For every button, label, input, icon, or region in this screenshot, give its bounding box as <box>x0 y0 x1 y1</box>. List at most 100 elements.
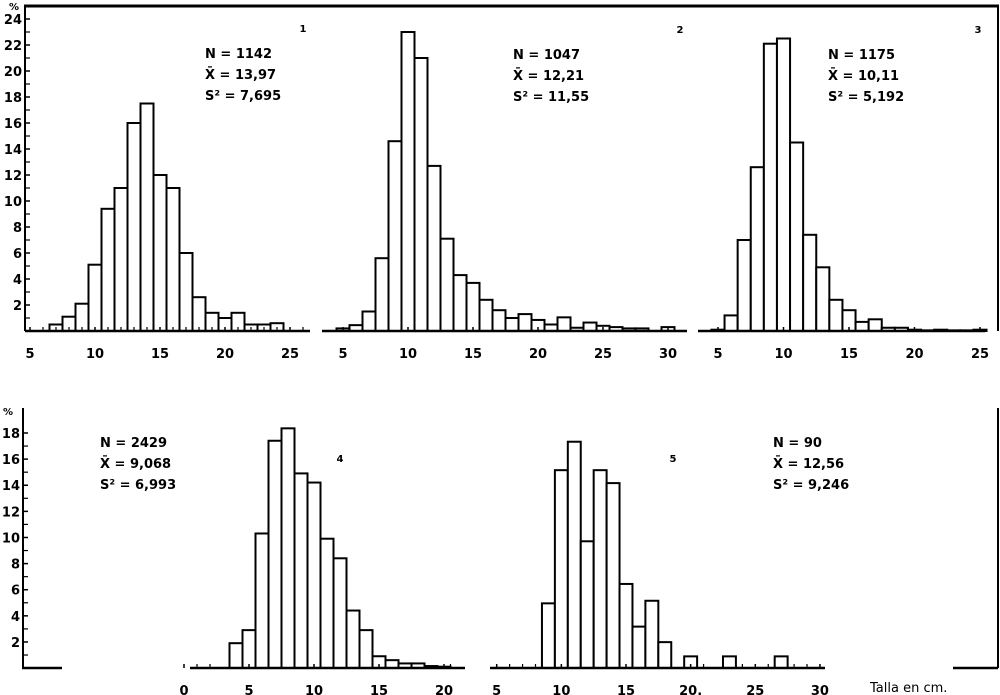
bar <box>736 239 752 332</box>
x-tick-label: 15 <box>617 684 635 695</box>
panel-number: 4 <box>337 454 344 465</box>
bar <box>556 316 572 333</box>
stat-mean: X̄ = 13,97 <box>205 67 276 83</box>
panel-number: 5 <box>670 454 677 465</box>
bar <box>400 31 416 332</box>
bar <box>828 298 844 332</box>
x-tick-label: 20 <box>435 684 453 695</box>
y-axis-unit-label: % <box>3 407 13 418</box>
bar <box>504 317 520 332</box>
bar <box>361 310 377 332</box>
bar <box>191 296 207 333</box>
y-tick-label: 18 <box>2 427 20 442</box>
panel-4: 0 5 10 15 20 18 16 14 12 10 8 6 4 2% N = 2429 X̄ = 9,06… <box>2 407 465 695</box>
y-tick-label: 14 <box>2 479 20 494</box>
y-tick-label: 20 <box>4 65 22 80</box>
bar <box>113 187 129 332</box>
panel-number: 2 <box>677 25 684 36</box>
bar <box>789 141 805 332</box>
bar <box>517 313 533 333</box>
y-tick-label: 6 <box>13 247 22 262</box>
x-tick-label: 30 <box>659 347 677 362</box>
bar <box>293 472 309 669</box>
x-tick-label: 15 <box>464 347 482 362</box>
stat-mean: X̄ = 10,11 <box>828 68 899 84</box>
x-axis-title: Talla en cm. <box>869 681 947 695</box>
stat-variance: S² = 7,695 <box>205 89 281 104</box>
stat-n: N = 90 <box>773 436 822 451</box>
bar <box>478 298 494 332</box>
bar <box>491 309 507 333</box>
bar <box>644 599 660 669</box>
panel-3: 5 10 15 20 25 N = 1175 X̄ = 10,11 S² = 5,192 3 <box>698 25 989 362</box>
x-tick-label: 15 <box>840 347 858 362</box>
panel-5: 5 10 15 20. 25 30 N = 90 X̄ = 12,56 S² = 9,246 5 T… <box>490 436 947 695</box>
bar <box>358 629 374 669</box>
bar <box>721 655 737 669</box>
bar <box>319 537 335 669</box>
stat-mean: X̄ = 12,21 <box>513 68 584 84</box>
y-tick-label: 10 <box>4 195 22 210</box>
bar <box>165 187 181 332</box>
y-tick-label: 12 <box>4 169 22 184</box>
bar <box>815 266 831 332</box>
x-tick-label: 20 <box>905 347 923 362</box>
x-tick-label: 10 <box>552 684 570 695</box>
y-tick-label: 24 <box>4 13 22 28</box>
x-tick-label: 15 <box>370 684 388 695</box>
bar <box>540 602 556 669</box>
x-tick-label: 25 <box>281 347 299 362</box>
stat-mean: X̄ = 9,068 <box>100 456 171 472</box>
bar <box>241 629 257 669</box>
x-tick-label: 15 <box>151 347 169 362</box>
bar <box>762 42 778 332</box>
bar <box>387 140 403 332</box>
bar <box>267 439 283 670</box>
bar <box>553 469 569 669</box>
bar <box>87 263 103 333</box>
x-tick-label: 25 <box>594 347 612 362</box>
stat-n: N = 1047 <box>513 48 580 63</box>
bar <box>139 102 155 332</box>
bar <box>254 532 270 669</box>
bar <box>439 237 455 332</box>
bar <box>126 122 142 332</box>
x-tick-label: 30 <box>811 684 829 695</box>
bar <box>749 166 765 332</box>
stat-mean: X̄ = 12,56 <box>773 456 844 472</box>
bar <box>228 642 244 669</box>
stat-n: N = 1175 <box>828 48 895 63</box>
bar <box>152 174 168 332</box>
bar <box>332 557 348 670</box>
bar <box>867 318 883 332</box>
stat-variance: S² = 5,192 <box>828 90 904 105</box>
bar <box>723 314 739 332</box>
y-tick-label: 8 <box>13 221 22 236</box>
stat-variance: S² = 6,993 <box>100 478 176 493</box>
x-tick-label: 25 <box>971 347 989 362</box>
bar <box>605 482 621 670</box>
x-tick-label: 10 <box>399 347 417 362</box>
y-tick-label: 10 <box>2 531 20 546</box>
x-tick-label: 5 <box>25 347 34 362</box>
y-tick-label: 22 <box>4 39 22 54</box>
y-tick-label: 2 <box>13 299 22 314</box>
x-tick-label: 5 <box>244 684 253 695</box>
stat-n: N = 2429 <box>100 436 167 451</box>
bar <box>452 274 468 333</box>
y-tick-label: 4 <box>11 610 20 625</box>
x-tick-label: 5 <box>338 347 347 362</box>
stat-variance: S² = 11,55 <box>513 90 589 105</box>
bar <box>618 582 634 670</box>
y-tick-label: 16 <box>4 117 22 132</box>
y-tick-label: 4 <box>13 273 22 288</box>
bar <box>74 302 90 333</box>
x-tick-label: 10 <box>86 347 104 362</box>
bar <box>280 427 296 669</box>
bar <box>306 481 322 669</box>
x-tick-label: 20. <box>679 684 702 695</box>
bar <box>775 37 792 332</box>
bar <box>426 164 442 332</box>
panel-number: 3 <box>975 25 982 36</box>
